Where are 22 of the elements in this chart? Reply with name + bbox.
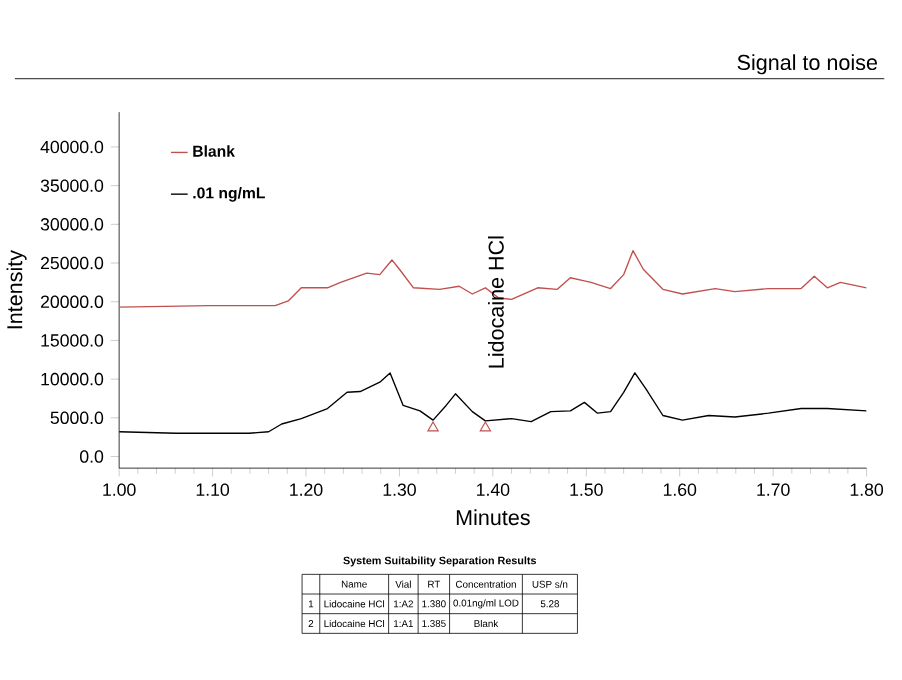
y-tick-label: 0.0 [80,449,104,463]
y-tick-label: 25000.0 [40,256,104,270]
x-tick-label: 1.30 [383,483,416,496]
x-tick-label: 1.10 [196,483,230,496]
annotation: Lidocaine HCl [487,236,504,368]
x-tick-label: 1.80 [850,483,884,496]
y-tick-label: 35000.0 [40,179,104,192]
x-tick-label: 1.00 [103,483,136,496]
x-tick-label: 1.60 [663,483,697,496]
y-tick-label: 30000.0 [40,217,104,231]
chart-title: Signal to noise [737,53,877,75]
x-tick-label: 1.40 [477,483,510,496]
y-tick-label: 15000.0 [41,333,104,347]
y-tick-label: 5000.0 [50,411,104,424]
y-tick-label: 20000.0 [40,295,104,308]
y-axis-title: Intensity [6,249,27,328]
x-tick-label: 1.70 [757,483,790,496]
x-tick-label: 1.50 [570,483,603,496]
y-tick-label: 10000.0 [41,372,104,386]
x-tick-label: 1.20 [290,483,323,496]
x-axis-title: Minutes [456,509,530,525]
y-tick-label: 40000.0 [40,140,104,153]
